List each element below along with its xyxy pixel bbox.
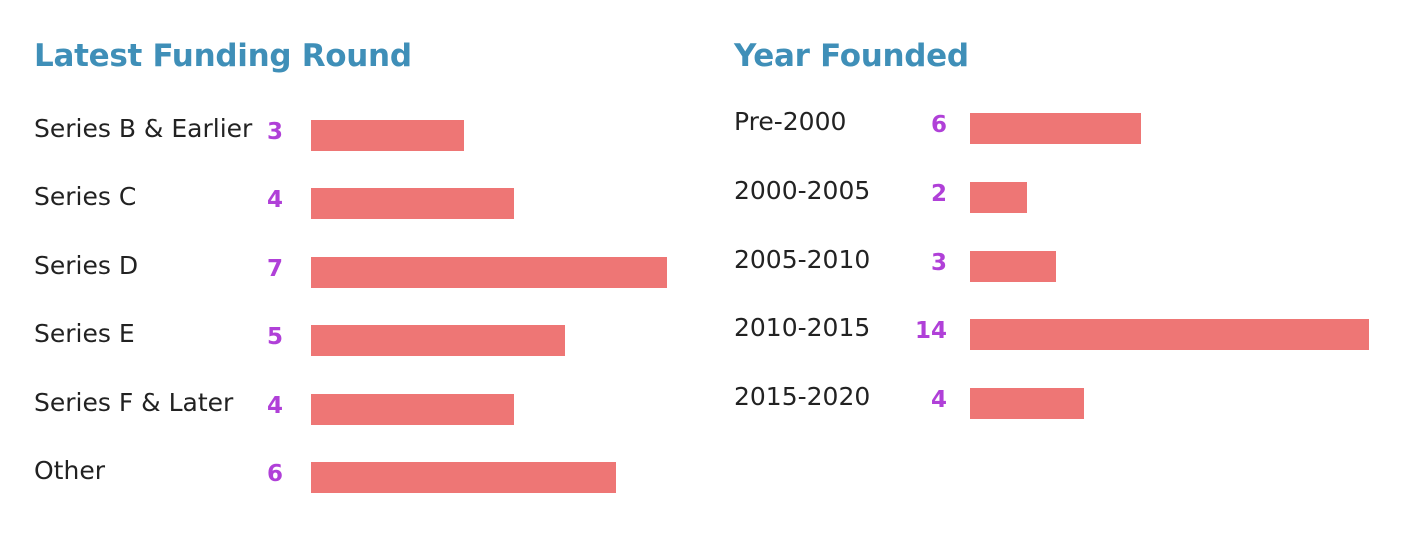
- bar: [311, 188, 515, 220]
- bar-row: Pre-2000 6: [700, 107, 1410, 153]
- value-label: 6: [266, 461, 283, 487]
- value-label: 3: [266, 119, 283, 145]
- latest-funding-round-chart: Latest Funding Round Series B & Earlier 3…: [0, 0, 700, 548]
- bar: [311, 256, 667, 288]
- bar: [311, 393, 515, 425]
- value-label: 4: [930, 387, 947, 414]
- bar: [970, 113, 1141, 144]
- value-label: 4: [266, 187, 283, 214]
- category-label: 2005-2010: [734, 244, 871, 274]
- bar-row: Series C 4: [0, 182, 700, 228]
- bar: [970, 250, 1056, 282]
- value-label: 3: [930, 249, 947, 276]
- bar-row: 2005-2010 3: [700, 245, 1410, 291]
- value-label: 4: [266, 392, 283, 419]
- bar-row: 2010-2015 14: [700, 313, 1410, 359]
- bar-row: 2000-2005 2: [700, 176, 1410, 222]
- value-label: 2: [930, 180, 947, 207]
- category-label: Series F & Later: [34, 387, 234, 417]
- bar-row: Other 6: [0, 456, 700, 502]
- bar: [970, 319, 1369, 351]
- value-label: 7: [266, 255, 283, 282]
- category-label: Series E: [34, 319, 135, 349]
- value-label: 5: [266, 324, 283, 351]
- bar: [311, 325, 566, 357]
- bar-row: Series F & Later 4: [0, 388, 700, 434]
- bar-row: Series B & Earlier 3: [0, 114, 700, 160]
- category-label: 2015-2020: [734, 382, 871, 412]
- year-founded-chart: Year Founded Pre-2000 6 2000-2005 2 2005-201…: [700, 0, 1410, 548]
- category-label: Series D: [34, 250, 139, 280]
- category-label: Series B & Earlier: [34, 114, 253, 143]
- category-label: Pre-2000: [734, 107, 847, 136]
- bar: [311, 120, 464, 151]
- value-label: 6: [930, 112, 947, 138]
- bar-row: Series E 5: [0, 319, 700, 365]
- category-label: Other: [34, 456, 105, 485]
- category-label: 2000-2005: [734, 175, 871, 205]
- category-label: 2010-2015: [734, 313, 871, 343]
- bar: [970, 181, 1027, 213]
- chart-title: Year Founded: [734, 38, 969, 74]
- bar: [311, 462, 617, 493]
- category-label: Series C: [34, 182, 137, 212]
- bar-row: 2015-2020 4: [700, 382, 1410, 428]
- chart-title: Latest Funding Round: [34, 38, 412, 74]
- value-label: 14: [914, 318, 947, 345]
- bar: [970, 388, 1084, 420]
- bar-row: Series D 7: [0, 251, 700, 297]
